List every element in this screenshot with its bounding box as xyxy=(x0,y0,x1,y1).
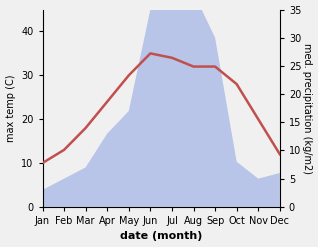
Y-axis label: max temp (C): max temp (C) xyxy=(5,74,16,142)
Y-axis label: med. precipitation (kg/m2): med. precipitation (kg/m2) xyxy=(302,43,313,174)
X-axis label: date (month): date (month) xyxy=(120,231,202,242)
